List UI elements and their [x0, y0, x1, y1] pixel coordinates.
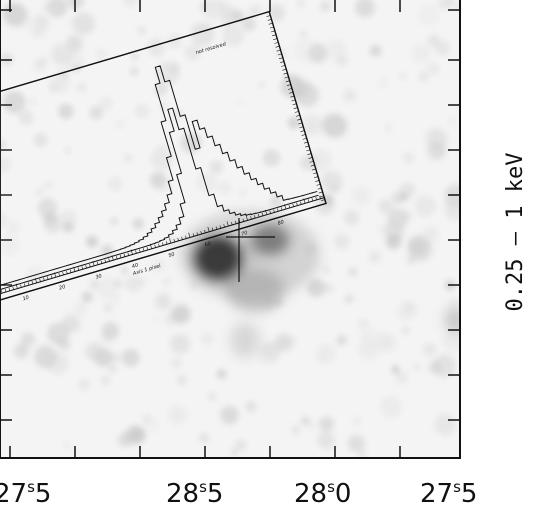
profile-outer-curve — [0, 65, 318, 288]
inset-tick-label: 60 — [204, 241, 212, 249]
x-axis-tick-labels: 27s5 28s5 28s0 27s5 — [0, 478, 477, 509]
inset-tick-label: 50 — [168, 252, 176, 260]
x-tick-label-1: 27s5 — [0, 478, 51, 509]
source-marker — [226, 218, 275, 282]
x-tick-label-2: 28s5 — [166, 478, 223, 509]
energy-band-label: 0.25 – 1 keV — [503, 153, 528, 312]
inset-tick-label: 70 — [241, 230, 249, 238]
xray-image — [0, 0, 460, 458]
inset-tick-label: 20 — [58, 284, 66, 292]
profile-inner-curve — [0, 107, 319, 291]
inset-tick-label: 80 — [277, 219, 285, 227]
inset-tick-label: 40 — [131, 262, 139, 270]
plot-frame — [0, 0, 461, 459]
source-emission — [180, 210, 460, 358]
frame-ticks — [0, 0, 460, 458]
x-tick-label-4: 27s5 — [420, 478, 477, 509]
x-tick-label-3: 28s0 — [294, 478, 351, 509]
inset-tick-label: 10 — [22, 295, 30, 303]
inset-tick-label: 30 — [95, 273, 103, 281]
